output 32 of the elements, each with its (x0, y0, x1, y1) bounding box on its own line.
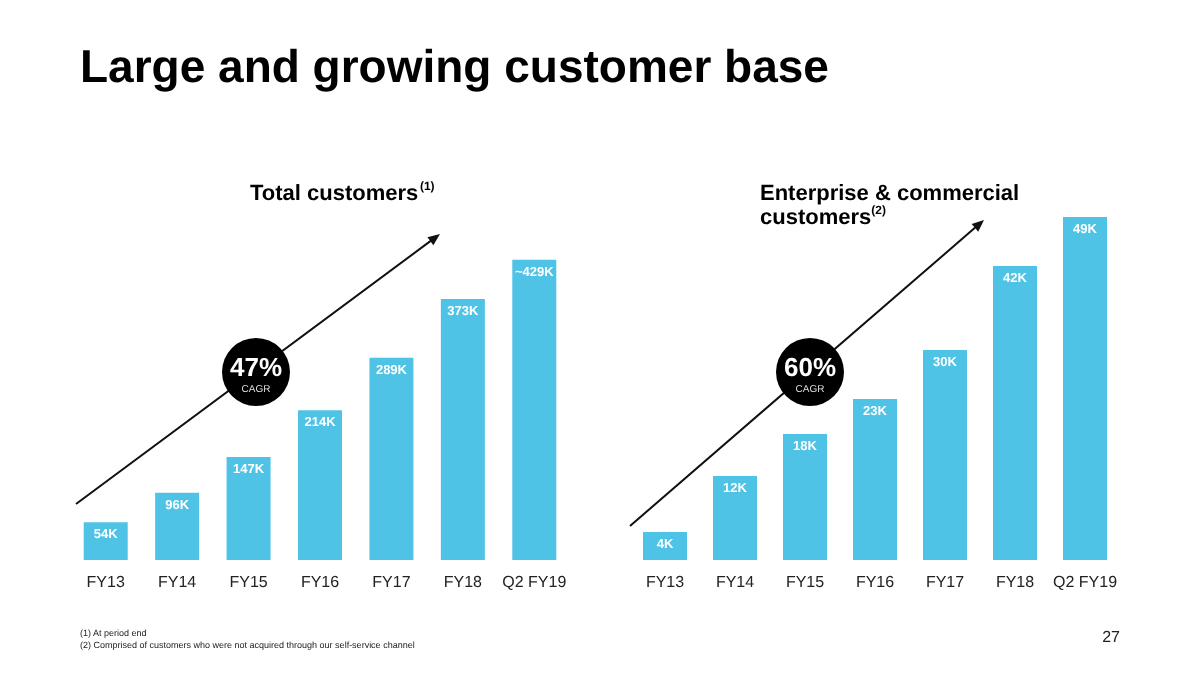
x-tick-label: FY16 (300, 573, 341, 591)
x-tick-label: FY17 (925, 573, 966, 591)
annotation: 47% (229, 352, 283, 382)
x-tick-label: FY15 (785, 573, 826, 591)
bar (783, 434, 827, 560)
bar (226, 457, 271, 560)
x-tick-label: FY18 (443, 573, 484, 591)
bar (369, 357, 414, 560)
x-tick-label: FY18 (995, 573, 1036, 591)
x-tick-label: FY14 (715, 573, 756, 591)
bar (512, 259, 557, 560)
bar (713, 476, 757, 560)
bar (83, 522, 128, 560)
bar (1063, 217, 1107, 560)
bar (298, 410, 342, 560)
bar (643, 532, 687, 560)
x-tick-label: FY13 (645, 573, 686, 591)
x-tick-label: FY16 (855, 573, 896, 591)
bar (155, 492, 200, 560)
x-tick-label: FY17 (372, 573, 412, 591)
x-tick-label: Q2 FY19 (1052, 573, 1119, 591)
bar (923, 350, 967, 560)
annotation: 60% (783, 352, 837, 382)
x-tick-label: Q2 FY19 (502, 573, 568, 591)
text: 27 (1102, 628, 1122, 646)
x-tick-label: FY13 (86, 573, 126, 591)
bar (853, 399, 897, 560)
bar (993, 266, 1037, 560)
x-tick-label: FY15 (229, 573, 269, 591)
bar (440, 298, 485, 560)
x-tick-label: FY14 (158, 573, 198, 591)
chart-title: Large and growing customer base (80, 40, 829, 94)
